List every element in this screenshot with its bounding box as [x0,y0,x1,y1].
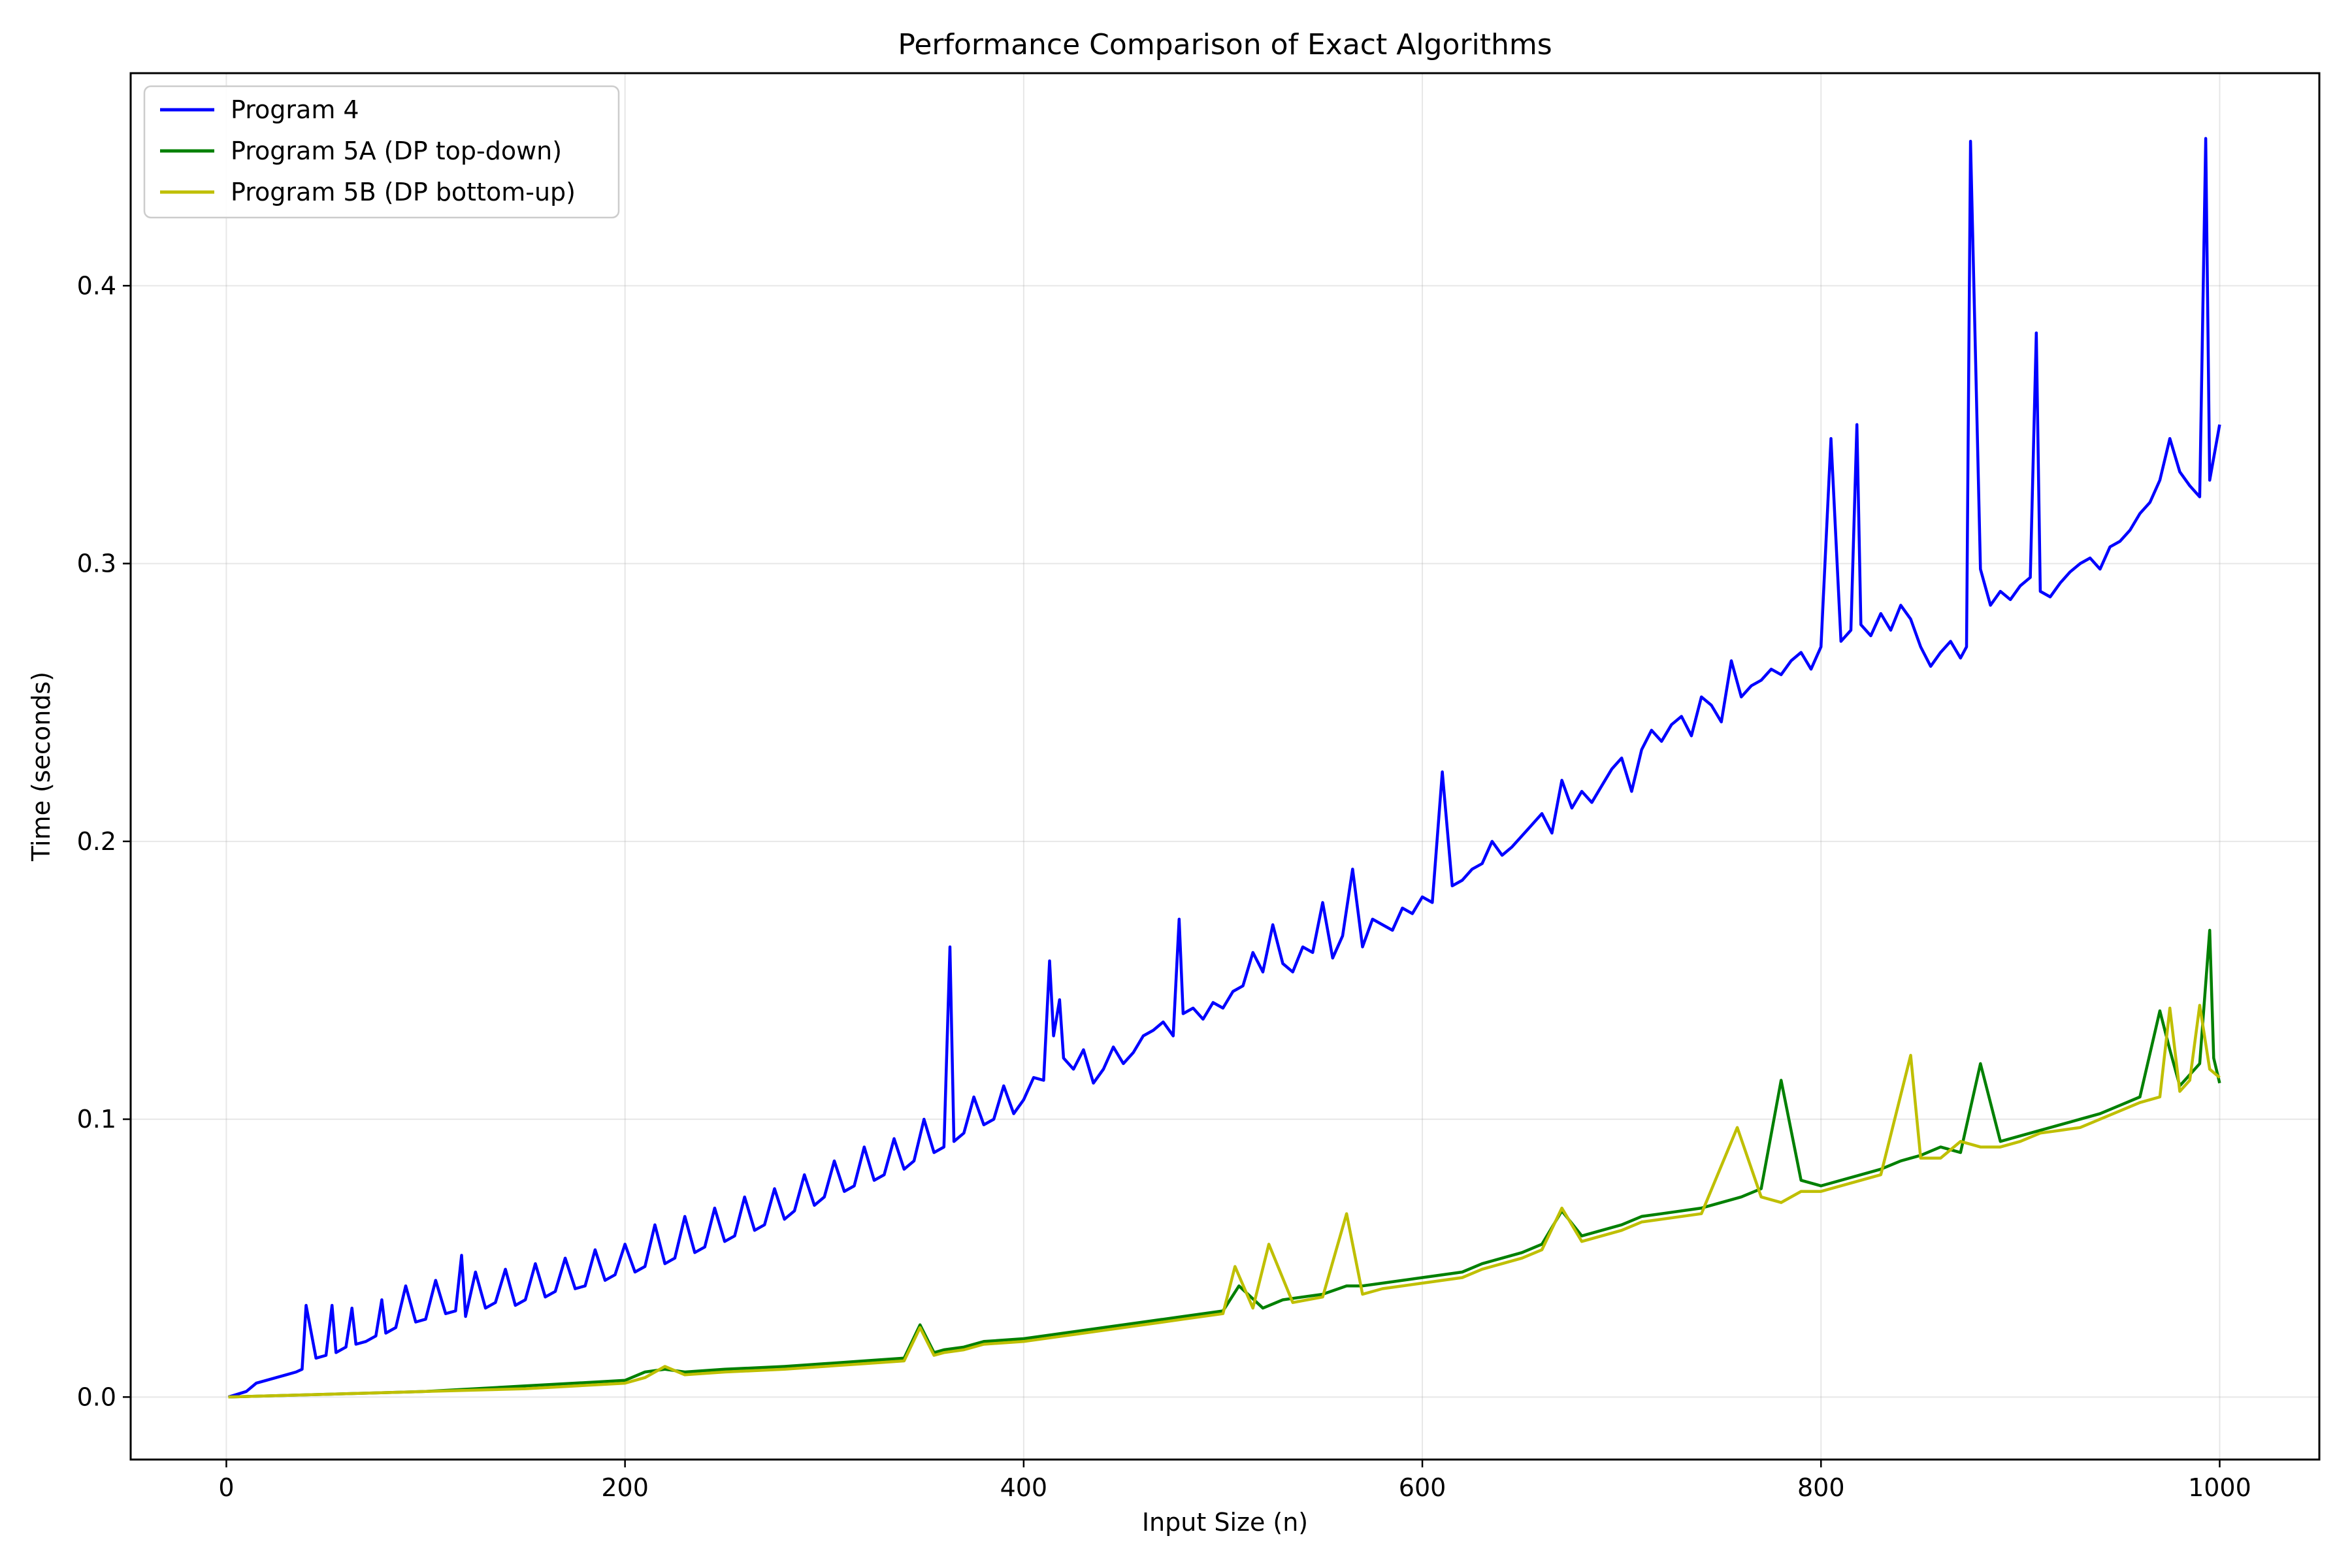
series-line-2 [228,1004,2221,1399]
legend-box [143,85,620,219]
x-axis-label: Input Size (n) [1142,1508,1308,1537]
x-tick-label: 800 [1797,1473,1845,1502]
x-tick-label: 600 [1399,1473,1446,1502]
y-tick-label: 0.0 [77,1382,116,1411]
legend: Program 4 Program 5A (DP top-down) Progr… [143,85,620,219]
chart-title: Performance Comparison of Exact Algorith… [898,28,1552,61]
y-axis-ticks: 0.0 0.1 0.2 0.3 0.4 [77,271,131,1411]
y-tick-label: 0.1 [77,1105,116,1134]
x-tick-label: 1000 [2188,1473,2251,1502]
x-tick-label: 400 [1000,1473,1048,1502]
y-tick-label: 0.3 [77,549,116,578]
x-tick-label: 200 [601,1473,649,1502]
legend-label-program-5a: Program 5A (DP top-down) [231,137,562,165]
legend-label-program-5b: Program 5B (DP bottom-up) [231,178,576,206]
y-tick-label: 0.2 [77,827,116,856]
plot-frame [129,72,2321,1461]
legend-label-program-4: Program 4 [231,95,359,124]
series-line-0 [227,137,2221,1399]
series-layer [227,137,2221,1399]
x-tick-label: 0 [218,1473,234,1502]
x-axis-ticks: 0 200 400 600 800 1000 [218,1460,2251,1502]
y-axis-label: Time (seconds) [27,672,56,862]
y-tick-label: 0.4 [77,271,116,300]
grid-lines [131,73,2319,1460]
